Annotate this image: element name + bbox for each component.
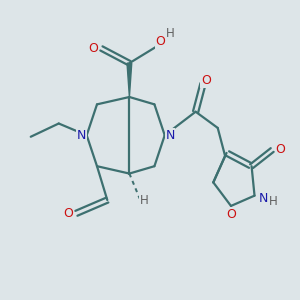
Text: N: N [259, 192, 268, 205]
Text: O: O [201, 74, 211, 87]
Text: O: O [275, 143, 285, 157]
Text: N: N [165, 129, 175, 142]
Text: O: O [88, 42, 98, 55]
Text: H: H [140, 194, 148, 207]
Text: O: O [226, 208, 236, 221]
Text: H: H [166, 27, 175, 40]
Text: N: N [77, 129, 86, 142]
Text: H: H [269, 195, 278, 208]
Polygon shape [127, 63, 132, 97]
Text: O: O [155, 35, 165, 48]
Text: O: O [63, 207, 73, 220]
